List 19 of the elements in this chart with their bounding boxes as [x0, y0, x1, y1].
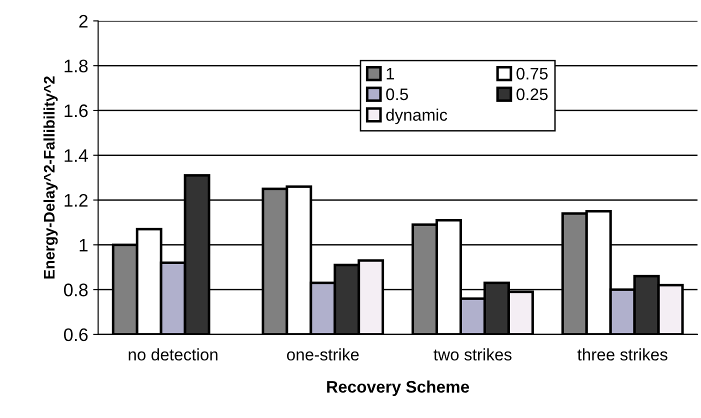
legend-label: dynamic: [386, 108, 448, 124]
x-axis-title: Recovery Scheme: [327, 380, 470, 396]
y-tick-label: 1: [80, 238, 88, 252]
y-tick-label: 1.4: [64, 149, 88, 162]
x-tick-label: no detection: [128, 348, 218, 361]
legend-label: 0.75: [516, 68, 548, 80]
y-tick-label: 0.8: [64, 284, 88, 296]
x-tick-label: three strikes: [577, 348, 668, 361]
y-tick-label: 1.2: [64, 194, 88, 207]
y-tick-label: 1.8: [64, 60, 88, 72]
x-tick-label: two strikes: [434, 348, 512, 361]
y-tick-label: 2: [79, 14, 88, 28]
legend-label: 0.5: [386, 88, 408, 100]
legend-label: 0.25: [516, 88, 548, 100]
legend-label: 1: [386, 68, 394, 80]
y-axis-title: Energy-Delay^2-Fallibility^2: [43, 76, 58, 279]
y-tick-label: 1.6: [64, 104, 88, 118]
x-tick-label: one-strike: [287, 348, 359, 361]
y-tick-label: 0.6: [64, 328, 88, 342]
